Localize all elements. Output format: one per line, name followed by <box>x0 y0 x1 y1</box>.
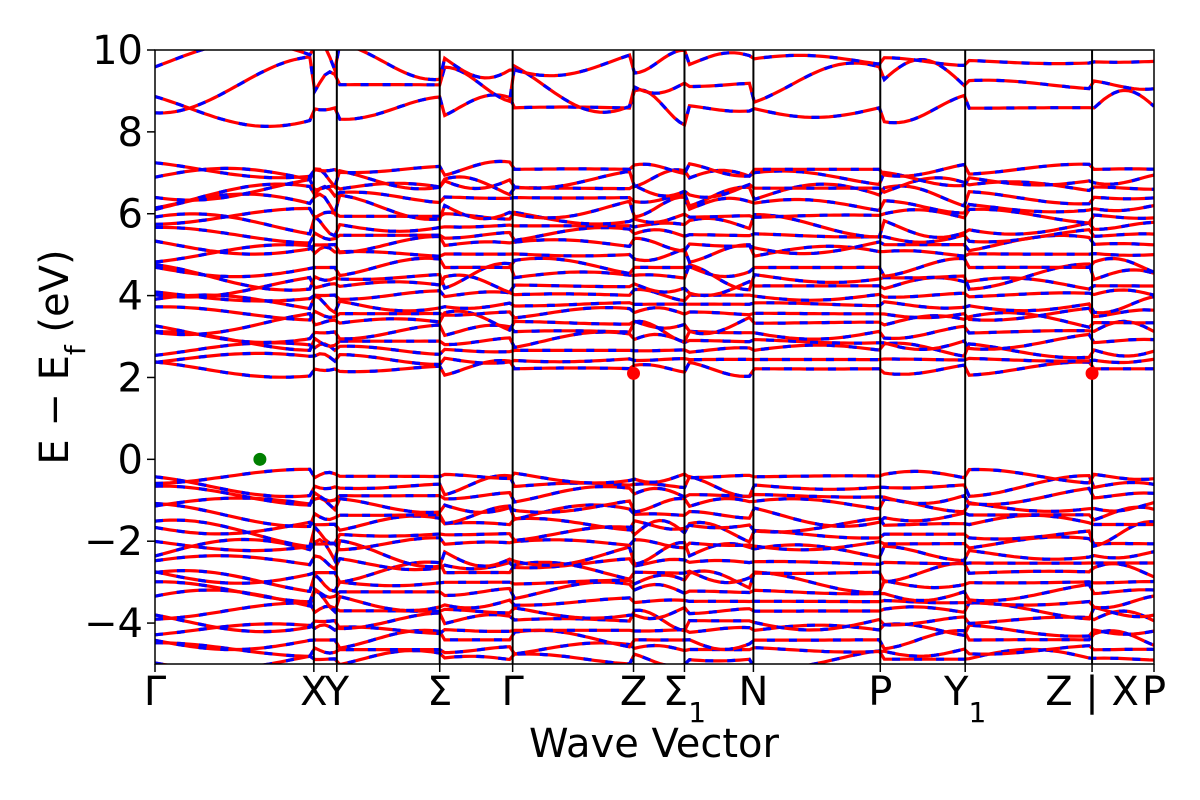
band-line-red <box>155 225 1154 245</box>
x-tick-subscript: 1 <box>968 696 986 729</box>
x-tick-label: Σ1 <box>663 669 706 729</box>
cbm-marker <box>627 366 641 380</box>
x-tick-label: Y <box>324 669 350 715</box>
band-line-blue <box>155 341 1154 360</box>
band-line-blue <box>155 50 1154 82</box>
y-tick-label: 10 <box>92 28 143 74</box>
x-tick-label: N <box>738 669 768 715</box>
vbm-marker <box>253 452 267 466</box>
band-line-blue <box>155 261 1154 292</box>
band-line-blue <box>155 88 1154 128</box>
band-line-red <box>155 518 1154 549</box>
y-tick-label: 2 <box>118 355 143 401</box>
cbm-marker <box>1085 366 1099 380</box>
x-tick-subscript: 1 <box>688 696 706 729</box>
band-line-red <box>155 608 1154 634</box>
band-line-red <box>155 537 1154 569</box>
band-line-blue <box>155 513 1154 536</box>
band-line-blue <box>155 233 1154 256</box>
band-line-red <box>155 212 1154 240</box>
band-line-red <box>155 206 1154 226</box>
band-line-blue <box>155 580 1154 604</box>
band-line-red <box>155 319 1154 345</box>
x-tick-label: Z | X <box>1045 669 1139 715</box>
plot-frame <box>154 49 1155 665</box>
band-line-red <box>155 473 1154 499</box>
band-line-blue <box>155 243 1154 265</box>
band-line-red <box>155 192 1154 221</box>
band-line-red <box>155 622 1154 638</box>
y-axis-ticks: 10 8 6 4 2 0 −2 −4 <box>84 28 155 647</box>
band-line-blue <box>155 273 1154 299</box>
y-axis-label: E − Ef (eV) <box>32 249 92 464</box>
band-line-blue <box>155 309 1154 337</box>
y-tick-label: 6 <box>118 192 143 238</box>
band-edge-markers <box>253 366 1099 466</box>
x-tick-label: Σ <box>427 669 452 715</box>
band-line-red <box>155 159 1154 180</box>
band-line-red <box>155 513 1154 536</box>
band-line-blue <box>155 641 1154 658</box>
band-line-blue <box>155 55 1154 115</box>
x-tick-label: Γ <box>144 669 167 715</box>
x-tick-label: X <box>300 669 327 715</box>
band-line-red <box>155 628 1154 652</box>
y-tick-label: −2 <box>84 519 143 565</box>
band-line-blue <box>155 330 1154 353</box>
band-line-blue <box>155 305 1154 322</box>
band-line-blue <box>155 535 1154 553</box>
y-axis-label-subscript: f <box>59 344 92 355</box>
band-line-blue <box>155 484 1154 507</box>
band-lines <box>155 50 1154 664</box>
band-line-blue <box>155 501 1154 529</box>
x-axis-label: Wave Vector <box>529 721 780 767</box>
band-line-blue <box>155 192 1154 221</box>
band-line-blue <box>155 568 1154 595</box>
band-line-red <box>155 554 1154 572</box>
band-line-red <box>155 175 1154 202</box>
band-line-blue <box>155 293 1154 315</box>
band-line-blue <box>155 601 1154 621</box>
band-line-red <box>155 359 1154 379</box>
y-tick-label: 0 <box>118 437 143 483</box>
y-tick-label: 8 <box>118 110 143 156</box>
band-line-blue <box>155 554 1154 572</box>
x-tick-label: P <box>1142 669 1166 715</box>
x-tick-label: P <box>868 669 892 715</box>
band-line-red <box>155 560 1154 585</box>
x-tick-label: Γ <box>501 669 524 715</box>
band-line-red <box>155 182 1154 210</box>
band-line-red <box>155 256 1154 279</box>
band-line-blue <box>155 473 1154 499</box>
x-tick-label: Z <box>620 669 647 715</box>
y-axis-label-unit: (eV) <box>32 249 78 345</box>
y-tick-label: −4 <box>84 601 143 647</box>
band-line-blue <box>155 467 1154 486</box>
x-tick-label: Y1 <box>943 669 986 729</box>
kpoint-separators <box>312 50 1094 664</box>
band-line-blue <box>155 166 1154 191</box>
y-tick-label: 4 <box>118 274 143 320</box>
band-line-blue <box>155 351 1154 367</box>
band-line-blue <box>155 359 1154 379</box>
